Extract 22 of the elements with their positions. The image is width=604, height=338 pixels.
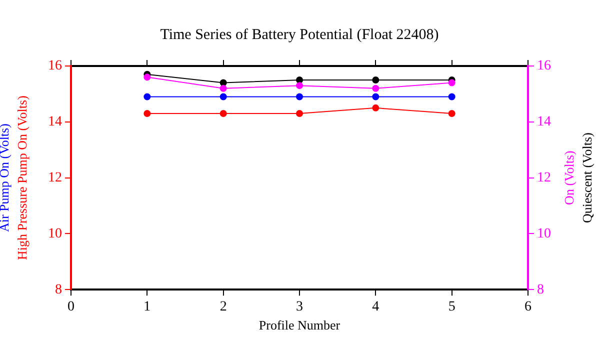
x-tick-label: 5 xyxy=(448,300,456,315)
y2-tick-label: 12 xyxy=(537,170,551,186)
x-axis-title: Profile Number xyxy=(258,318,341,333)
x-tick-label: 6 xyxy=(524,300,532,315)
y-tick-label: 8 xyxy=(55,282,62,298)
y-tick-label: 12 xyxy=(48,170,62,186)
y-tick-label: 14 xyxy=(48,114,62,130)
x-tick-label: 4 xyxy=(372,300,380,315)
y-tick-label: 10 xyxy=(48,226,62,242)
y2-tick-label: 10 xyxy=(537,226,551,242)
x-tick-label: 0 xyxy=(68,300,74,315)
chart-title: Time Series of Battery Potential (Float 22408) xyxy=(160,26,439,43)
y2-tick-label: 16 xyxy=(537,58,551,74)
text: Quiescent (Volts) xyxy=(579,132,594,223)
y2-tick-label: 14 xyxy=(537,114,551,130)
x-tick-label: 2 xyxy=(220,300,227,315)
x-tick-label: 1 xyxy=(144,300,151,315)
y2-tick-label: 8 xyxy=(537,282,544,298)
text: High Pressure Pump On (Volts) xyxy=(14,96,30,260)
legend-label: On (Volts) xyxy=(561,150,576,205)
x-tick-label: 3 xyxy=(296,300,303,315)
y-tick-label: 16 xyxy=(48,58,62,74)
